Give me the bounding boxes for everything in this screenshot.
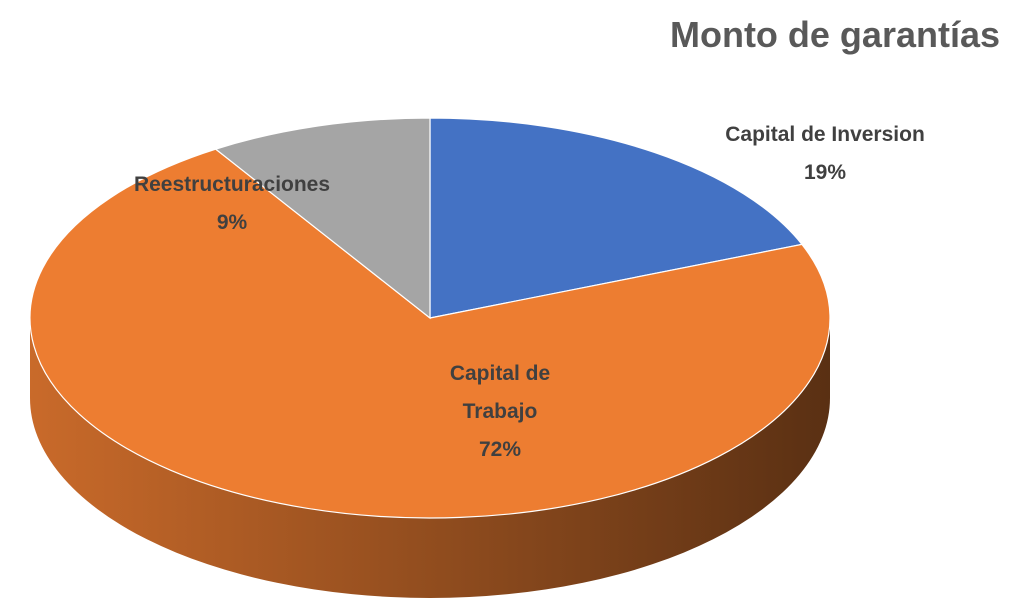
data-label: Reestructuraciones 9% — [134, 166, 330, 242]
chart-title: Monto de garantías — [669, 14, 1000, 55]
data-label-value: 19% — [803, 161, 847, 184]
data-label: Capital de Inversion 19% — [725, 116, 925, 192]
data-label-name: Capital de Inversion — [725, 123, 925, 146]
data-label: Capital de Trabajo 72% — [415, 355, 585, 469]
slice-side — [30, 318, 830, 598]
slice — [214, 117, 431, 320]
slice — [29, 148, 831, 519]
slice — [429, 117, 803, 319]
data-label-name: Capital de Trabajo — [449, 362, 551, 423]
data-label-value: 72% — [478, 438, 522, 461]
data-label-name: Reestructuraciones — [133, 173, 331, 196]
data-label-value: 9% — [216, 211, 248, 234]
